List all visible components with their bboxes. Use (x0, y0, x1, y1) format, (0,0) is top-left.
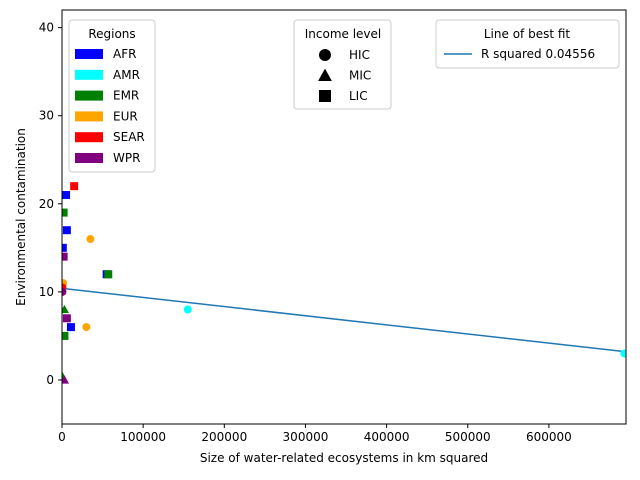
x-tick-label: 400000 (364, 430, 410, 444)
y-tick-label: 0 (46, 373, 54, 387)
data-point (86, 235, 95, 244)
best-fit-legend-frame (435, 19, 620, 69)
region-label: AFR (113, 47, 136, 61)
regions-legend-title: Regions (88, 27, 135, 41)
region-label: WPR (113, 151, 140, 165)
y-tick-label: 10 (39, 285, 54, 299)
data-point (62, 226, 71, 235)
x-axis-label: Size of water-related ecosystems in km s… (200, 451, 488, 465)
data-point (620, 349, 626, 358)
income-legend-entries: HIC MIC LIC (318, 48, 371, 103)
income-label: MIC (349, 69, 371, 83)
region-label: EUR (113, 109, 138, 123)
data-point (62, 243, 67, 252)
data-point (62, 304, 70, 314)
x-tick-label: 100000 (120, 430, 166, 444)
x-tick-label: 200000 (201, 430, 247, 444)
income-marker-triangle (318, 68, 332, 82)
data-point (62, 252, 68, 261)
y-tick-label: 30 (39, 109, 54, 123)
data-point (62, 190, 71, 199)
x-tick-label: 500000 (445, 430, 491, 444)
region-swatch (75, 69, 103, 80)
y-tick-label: 40 (39, 21, 54, 35)
data-point (62, 331, 69, 340)
data-point (62, 370, 67, 380)
regions-legend: Regions AFR AMR EMR EUR SEAR WPR (68, 19, 156, 173)
region-label: AMR (113, 68, 140, 82)
y-axis-label: Environmental contamination (14, 128, 28, 306)
region-swatch (75, 132, 103, 143)
data-point (70, 182, 79, 191)
data-point (62, 208, 68, 217)
best-fit-line (62, 287, 626, 353)
data-point (62, 314, 71, 323)
x-axis-ticks: 0 100000 200000 300000 400000 500000 600000 (58, 424, 572, 444)
region-swatch (75, 111, 103, 122)
income-label: LIC (349, 89, 368, 103)
axes-frame (61, 9, 627, 425)
income-marker-square (319, 90, 331, 102)
region-swatch (75, 49, 103, 59)
data-point (183, 305, 192, 314)
data-point (104, 270, 113, 279)
y-tick-label: 20 (39, 197, 54, 211)
data-point (62, 287, 67, 296)
x-tick-label: 0 (58, 430, 66, 444)
income-legend: Income level HIC MIC LIC (293, 19, 392, 110)
best-fit-legend: Line of best fit R squared 0.04556 (435, 19, 620, 69)
data-point (66, 323, 75, 332)
income-label: HIC (349, 48, 370, 62)
data-point (62, 375, 70, 384)
income-legend-frame (293, 19, 392, 110)
region-swatch (75, 153, 103, 163)
regions-legend-entries: AFR AMR EMR EUR SEAR WPR (75, 47, 145, 165)
best-fit-legend-title: Line of best fit (484, 27, 571, 41)
data-point (82, 323, 91, 332)
best-fit-legend-label: R squared 0.04556 (481, 47, 595, 61)
x-tick-label: 600000 (526, 430, 572, 444)
region-label: SEAR (113, 130, 145, 144)
region-label: EMR (113, 89, 139, 103)
y-axis-ticks: 0 10 20 30 40 (39, 21, 62, 387)
x-tick-label: 300000 (283, 430, 329, 444)
plot-area (62, 182, 626, 384)
income-marker-circle (319, 49, 331, 61)
income-legend-title: Income level (305, 27, 382, 41)
region-swatch (75, 90, 103, 101)
